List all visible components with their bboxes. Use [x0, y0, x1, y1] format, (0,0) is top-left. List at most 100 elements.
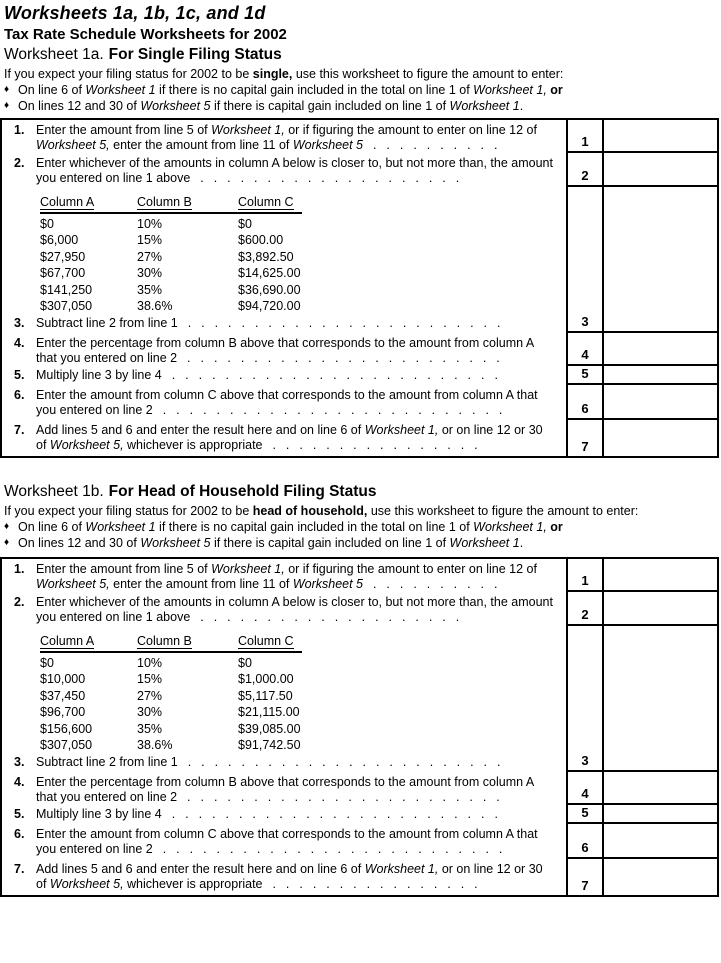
- diamond-bullet-icon: ♦: [4, 84, 10, 95]
- entry-cell-line-2[interactable]: [602, 592, 717, 626]
- entry-cell-line-2[interactable]: [602, 153, 717, 187]
- text-run: Enter the amount from column C above tha…: [36, 388, 538, 417]
- worksheet-title: For Head of Household Filing Status: [108, 483, 377, 500]
- rate-table-cell: $36,690.00: [238, 282, 301, 297]
- worksheet-1b-intro: If you expect your filing status for 200…: [4, 503, 721, 519]
- entry-cell-line-7[interactable]: [602, 859, 717, 895]
- entry-cell-line-3[interactable]: [602, 626, 717, 772]
- bullet-item: ♦ On line 6 of Worksheet 1 if there is n…: [4, 519, 721, 535]
- rate-table-cell: 35%: [137, 721, 163, 736]
- worksheet-line-4: 4. Enter the percentage from column B ab…: [2, 333, 566, 366]
- worksheet-label: Worksheet 1b.: [4, 483, 104, 500]
- entry-cell-line-3[interactable]: [602, 187, 717, 333]
- rate-table-cell: $156,600: [40, 721, 93, 736]
- row-number-cell: 2: [566, 153, 602, 187]
- rate-table-cell: 10%: [137, 656, 163, 670]
- text-run: if there is capital gain included on lin…: [210, 99, 450, 113]
- rate-table-cell: $1,000.00: [238, 672, 294, 687]
- rate-table-row: $96,700 30% $21,115.00: [40, 704, 302, 720]
- row-number-cell: 4: [566, 333, 602, 366]
- line-text: Multiply line 3 by line 4 . . . . . . . …: [36, 368, 556, 383]
- rate-table: Column A Column B Column C $0 10% $0 $6,000…: [40, 195, 302, 314]
- row-number-cell: 5: [566, 366, 602, 385]
- text-run: Worksheet 1,: [364, 423, 439, 437]
- entry-cell-line-4[interactable]: [602, 333, 717, 366]
- rate-table-row: $37,450 27% $5,117.50: [40, 688, 302, 704]
- entry-cell-line-1[interactable]: [602, 120, 717, 153]
- text-run: Worksheet 1,: [364, 862, 439, 876]
- row-number-cell: 6: [566, 824, 602, 859]
- text-run: Enter whichever of the amounts in column…: [36, 156, 553, 185]
- worksheet-line-6: 6. Enter the amount from column C above …: [2, 824, 566, 859]
- row-number-cell: 1: [566, 559, 602, 592]
- rate-table-cell: $0: [238, 217, 252, 231]
- rate-table-cell: 30%: [137, 705, 163, 720]
- text-run: Worksheet 1: [449, 536, 520, 550]
- line-text: Enter the percentage from column B above…: [36, 775, 556, 805]
- line-number: 5.: [14, 807, 25, 821]
- worksheet-1a-section: Worksheet 1a. For Single Filing Status If…: [0, 45, 721, 458]
- line-number: 1.: [14, 123, 25, 137]
- text-run: Enter whichever of the amounts in column…: [36, 595, 553, 624]
- rate-table-header-cell: Column B: [137, 195, 192, 210]
- text-run: if there is no capital gain included in …: [155, 83, 474, 97]
- dot-leader: . . . . . . . . . . . . . . . . . . . . …: [152, 841, 503, 856]
- row-number-cell: 6: [566, 385, 602, 420]
- text-run: If you expect your filing status for 200…: [4, 504, 253, 518]
- line-text: Enter whichever of the amounts in column…: [36, 156, 556, 186]
- entry-cell-line-7[interactable]: [602, 420, 717, 456]
- entry-cell-line-1[interactable]: [602, 559, 717, 592]
- line-text: Enter the amount from column C above tha…: [36, 827, 556, 857]
- rate-table-cell: $37,450: [40, 688, 86, 703]
- worksheet-1b-section: Worksheet 1b. For Head of Household Filin…: [0, 482, 721, 897]
- line-text: Enter the amount from column C above tha…: [36, 388, 556, 418]
- text-run: On line 6 of: [18, 520, 86, 534]
- line-number: 7.: [14, 862, 25, 876]
- rate-table-cell: $307,050: [40, 299, 93, 314]
- text-run: .: [519, 99, 524, 113]
- entry-cell-line-6[interactable]: [602, 824, 717, 859]
- text-run: Worksheet 1,: [211, 562, 285, 576]
- text-run: .: [519, 536, 524, 550]
- text-run: whichever is appropriate: [123, 437, 263, 452]
- rate-table-cell: $3,892.50: [238, 249, 294, 264]
- rate-table-cell: 38.6%: [137, 738, 173, 753]
- rate-table-cell: $10,000: [40, 672, 86, 687]
- bullet-item: ♦ On lines 12 and 30 of Worksheet 5 if t…: [4, 535, 721, 551]
- entry-cell-line-4[interactable]: [602, 772, 717, 805]
- text-run: whichever is appropriate: [123, 876, 263, 891]
- page-title: Worksheets 1a, 1b, 1c, and 1d: [4, 3, 266, 23]
- diamond-bullet-icon: ♦: [4, 521, 10, 532]
- line-number: 5.: [14, 368, 25, 382]
- text-run: Enter the amount from column C above tha…: [36, 827, 538, 856]
- text-run: Worksheet 5,: [49, 437, 124, 452]
- text-run: On lines 12 and 30 of: [18, 536, 141, 550]
- row-number-cell: 5: [566, 805, 602, 824]
- text-run: enter the amount from line 11 of: [109, 137, 293, 152]
- rate-table-cell: 10%: [137, 217, 163, 231]
- dot-leader: . . . . . . . . . . . . . . . . . . . . …: [177, 789, 500, 804]
- entry-cell-line-6[interactable]: [602, 385, 717, 420]
- text-run: use this worksheet to figure the amount …: [292, 67, 564, 81]
- text-run: single,: [252, 67, 293, 81]
- text-run: if there is capital gain included on lin…: [210, 536, 450, 550]
- text-run: Worksheet 5,: [36, 137, 110, 152]
- worksheet-line-3: Column A Column B Column C $0 10% $0 $10,00…: [2, 626, 566, 772]
- row-number-cell: 1: [566, 120, 602, 153]
- line-text: Enter the amount from line 5 of Workshee…: [36, 562, 556, 592]
- entry-cell-line-5[interactable]: [602, 366, 717, 385]
- entry-cell-line-5[interactable]: [602, 805, 717, 824]
- text-run: Subtract line 2 from line 1: [36, 316, 178, 331]
- rate-table-cell: 27%: [137, 688, 163, 703]
- line-number: 7.: [14, 423, 25, 437]
- line-number: 2.: [14, 156, 25, 170]
- line-text: Add lines 5 and 6 and enter the result h…: [36, 862, 556, 892]
- row-number-cell: 3: [566, 187, 602, 333]
- rate-table-cell: $6,000: [40, 233, 79, 248]
- worksheet-1b-heading: Worksheet 1b. For Head of Household Filin…: [4, 482, 721, 501]
- worksheet-title: For Single Filing Status: [108, 46, 282, 63]
- rate-table-row: $67,700 30% $14,625.00: [40, 265, 302, 281]
- worksheet-line-5: 5. Multiply line 3 by line 4 . . . . . .…: [2, 366, 566, 385]
- rate-table-cell: 35%: [137, 282, 163, 297]
- rate-table-header-cell: Column A: [40, 634, 95, 649]
